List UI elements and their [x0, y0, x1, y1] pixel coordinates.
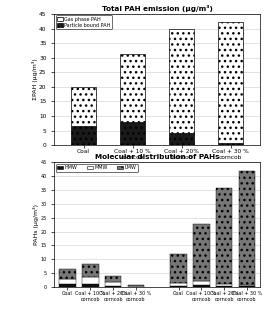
Bar: [238, 285, 255, 286]
Bar: [170, 254, 187, 283]
Bar: [170, 286, 187, 287]
Bar: [105, 276, 121, 282]
Bar: [71, 126, 96, 145]
Bar: [218, 22, 243, 143]
Y-axis label: PAHs (μg/m³): PAHs (μg/m³): [33, 204, 39, 245]
Bar: [82, 277, 99, 284]
Bar: [120, 54, 145, 122]
Bar: [105, 286, 121, 287]
Bar: [169, 29, 194, 134]
Bar: [238, 286, 255, 287]
Bar: [59, 284, 76, 287]
Bar: [216, 188, 233, 284]
Bar: [82, 284, 99, 287]
Bar: [218, 143, 243, 145]
Bar: [82, 264, 99, 277]
Bar: [216, 286, 233, 287]
Bar: [193, 285, 210, 287]
Bar: [193, 224, 210, 281]
Bar: [170, 283, 187, 286]
Title: Molecular distribution of PAHs: Molecular distribution of PAHs: [95, 154, 220, 160]
Title: Total PAH emission (μg/m³): Total PAH emission (μg/m³): [102, 5, 213, 12]
Bar: [128, 285, 144, 286]
Y-axis label: ΣPAH (μg/m³): ΣPAH (μg/m³): [32, 59, 38, 100]
Bar: [59, 269, 76, 279]
Bar: [169, 134, 194, 145]
Bar: [71, 87, 96, 126]
Legend: HMW, MMW, LMW: HMW, MMW, LMW: [56, 164, 138, 172]
Bar: [128, 286, 144, 287]
Bar: [105, 282, 121, 286]
Bar: [193, 281, 210, 285]
Bar: [238, 171, 255, 285]
Bar: [120, 122, 145, 145]
Bar: [216, 284, 233, 286]
Legend: Gas phase PAH, Particle bound PAH: Gas phase PAH, Particle bound PAH: [56, 16, 112, 29]
Bar: [59, 279, 76, 284]
